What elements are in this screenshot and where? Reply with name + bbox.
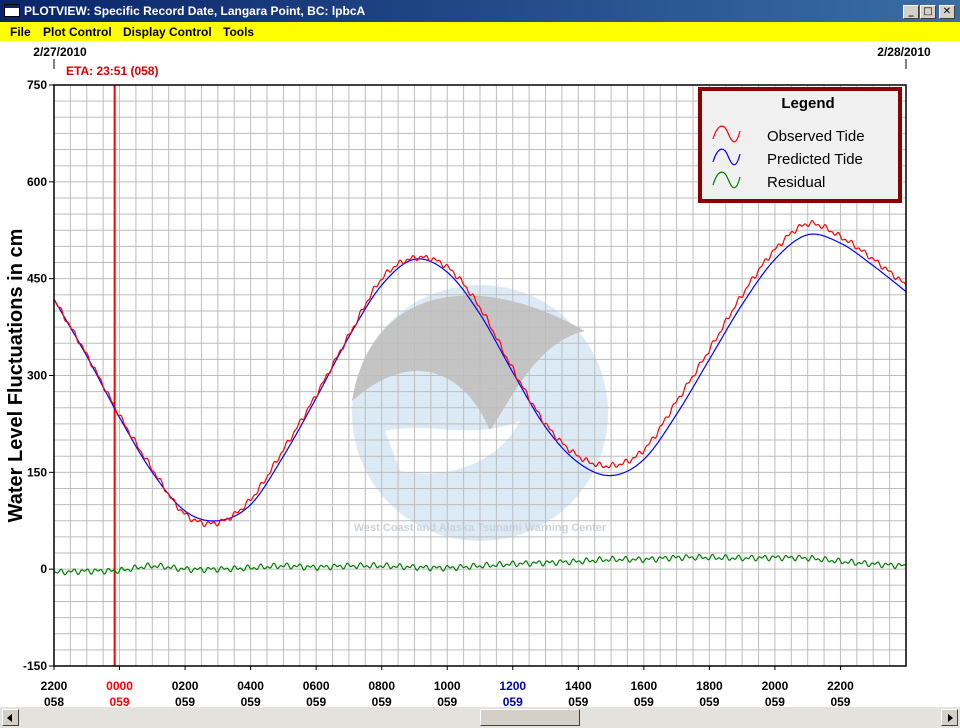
x-tick-day-label: 059: [241, 695, 261, 707]
x-tick-label: 0800: [368, 679, 395, 693]
legend-title: Legend: [781, 95, 834, 112]
x-tick-day-label: 059: [765, 695, 785, 707]
menu-plot-control[interactable]: Plot Control: [43, 25, 112, 39]
x-tick-label: 2000: [762, 679, 789, 693]
x-tick-day-label: 059: [634, 695, 654, 707]
x-tick-day-label: 059: [503, 695, 523, 707]
window-title: PLOTVIEW: Specific Record Date, Langara …: [24, 4, 366, 18]
legend: Legend Observed Tide Predicted Tide Residua…: [698, 87, 902, 203]
y-tick-label: 0: [40, 562, 47, 576]
x-tick-day-label: 059: [568, 695, 588, 707]
legend-item-label: Residual: [767, 174, 825, 191]
watermark-wave: [385, 421, 520, 474]
x-tick-label: 0600: [303, 679, 330, 693]
close-button[interactable]: ✕: [939, 5, 955, 19]
x-tick-label: 0400: [237, 679, 264, 693]
x-tick-label: 0200: [172, 679, 199, 693]
scroll-thumb[interactable]: [480, 709, 580, 726]
x-tick-label: 1800: [696, 679, 723, 693]
x-tick-label: 2200: [827, 679, 854, 693]
legend-box: [698, 87, 902, 203]
menu-bar: File Plot Control Display Control Tools: [0, 22, 960, 41]
y-tick-label: 750: [27, 78, 47, 92]
x-tick-day-label: 059: [175, 695, 195, 707]
x-tick-day-label: 059: [306, 695, 326, 707]
y-tick-label: 600: [27, 175, 47, 189]
x-tick-day-label: 059: [699, 695, 719, 707]
menu-file[interactable]: File: [10, 25, 31, 39]
plot-frame: [53, 84, 907, 667]
series-line-predicted-tide: [53, 233, 907, 522]
tide-chart: West Coast and Alaska Tsunami Warning Ce…: [5, 45, 931, 707]
series-line-observed-tide: [53, 220, 907, 527]
x-tick-day-label: 059: [437, 695, 457, 707]
legend-swatch: [712, 125, 741, 143]
menu-tools[interactable]: Tools: [223, 25, 255, 39]
x-tick-label: 1000: [434, 679, 461, 693]
watermark-bird: [352, 295, 585, 431]
x-tick-day-label: 059: [830, 695, 850, 707]
legend-item-label: Observed Tide: [767, 128, 865, 145]
legend-swatch: [712, 171, 741, 189]
y-tick-label: 150: [27, 465, 47, 479]
start-date-label: 2/27/2010: [33, 45, 87, 59]
x-tick-label: 0000: [106, 679, 133, 693]
horizontal-scrollbar[interactable]: [0, 707, 960, 728]
y-tick-label: 300: [27, 369, 47, 383]
legend-swatch: [712, 148, 741, 166]
y-tick-label: 450: [27, 272, 47, 286]
title-bar: PLOTVIEW: Specific Record Date, Langara …: [0, 0, 960, 22]
eta-label: ETA: 23:51 (058): [66, 64, 158, 78]
scroll-left-button[interactable]: [2, 709, 19, 726]
x-tick-label: 2200: [41, 679, 68, 693]
x-tick-label: 1200: [499, 679, 526, 693]
legend-item-label: Predicted Tide: [767, 151, 863, 168]
app-icon[interactable]: [4, 4, 20, 17]
x-tick-day-label: 058: [44, 695, 64, 707]
maximize-button[interactable]: □: [920, 5, 936, 19]
series-line-residual: [53, 553, 907, 576]
y-tick-label: -150: [23, 659, 47, 673]
minimize-button[interactable]: _: [903, 5, 919, 19]
x-tick-day-label: 059: [372, 695, 392, 707]
menu-display-control[interactable]: Display Control: [123, 25, 212, 39]
x-tick-label: 1600: [630, 679, 657, 693]
end-date-label: 2/28/2010: [877, 45, 931, 59]
x-tick-day-label: 059: [110, 695, 130, 707]
x-tick-label: 1400: [565, 679, 592, 693]
y-axis-label: Water Level Fluctuations in cm: [5, 229, 27, 523]
plot-area: West Coast and Alaska Tsunami Warning Ce…: [0, 41, 960, 707]
scroll-right-button[interactable]: [941, 709, 958, 726]
